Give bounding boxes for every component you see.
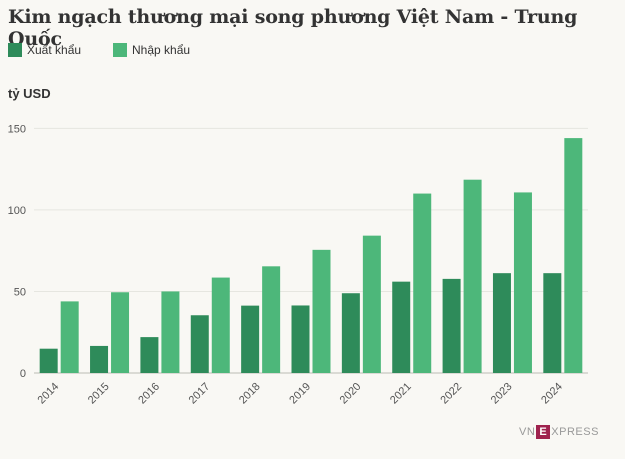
logo-mark: E [536,425,551,439]
x-tick-label: 2014 [36,381,62,407]
bar-export [190,315,209,373]
legend-swatch-export [8,43,22,57]
bar-export [392,281,411,373]
y-axis-unit-label: tỷ USD [8,86,51,101]
bar-import [312,249,331,373]
bar-export [341,293,360,373]
legend-swatch-import [113,43,127,57]
bar-import [362,235,381,373]
bar-import [413,193,432,373]
bar-export [241,305,260,373]
bar-export [140,337,159,373]
bar-import [564,138,583,373]
logo-text-right: XPRESS [551,426,599,438]
bar-import [60,301,79,373]
x-tick-label: 2020 [338,381,364,407]
bar-export [291,305,310,373]
legend-label-export: Xuất khẩu [27,43,82,57]
y-tick-label: 100 [8,205,26,217]
bar-import [463,179,482,373]
y-tick-label: 0 [20,368,26,380]
bar-export [543,273,562,373]
bar-import [111,292,130,373]
logo-text-left: VN [519,426,536,438]
x-tick-label: 2017 [187,381,213,407]
x-tick-label: 2022 [438,381,464,407]
bar-export [492,273,511,373]
x-tick-label: 2015 [86,381,112,407]
x-tick-label: 2021 [388,381,414,407]
legend-label-import: Nhập khẩu [132,43,191,57]
bar-export [39,348,58,373]
y-tick-label: 50 [14,286,26,298]
y-tick-label: 150 [8,123,26,135]
bar-export [90,345,109,373]
legend-item-import: Nhập khẩu [113,43,190,57]
bar-import [262,266,281,373]
bar-import [513,192,532,373]
bar-import [211,277,230,373]
x-tick-label: 2023 [489,381,515,407]
chart-title: Kim ngạch thương mại song phương Việt Na… [8,6,578,50]
x-tick-label: 2024 [539,381,565,407]
vnexpress-logo: VN E XPRESS [519,425,599,439]
x-tick-label: 2016 [136,381,162,407]
legend-item-export: Xuất khẩu [8,43,81,57]
x-tick-label: 2018 [237,381,263,407]
bar-export [442,278,461,373]
x-tick-label: 2019 [287,381,313,407]
bar-import [161,291,180,373]
